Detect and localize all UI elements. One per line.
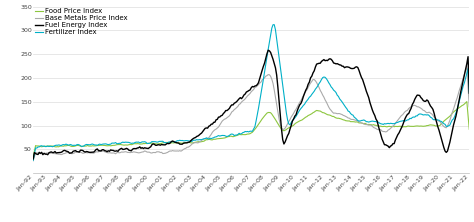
Fuel Energy Index	[43, 153, 48, 156]
Fertilizer Index	[272, 23, 277, 26]
Fertilizer Index	[304, 99, 310, 102]
Food Price Index	[30, 156, 36, 158]
Food Price Index	[303, 116, 309, 119]
Base Metals Price Index	[303, 90, 309, 93]
Base Metals Price Index	[413, 105, 419, 107]
Fuel Energy Index	[414, 94, 420, 96]
Food Price Index	[464, 100, 470, 103]
Food Price Index	[43, 145, 48, 147]
Base Metals Price Index	[293, 108, 299, 111]
Base Metals Price Index	[279, 126, 284, 129]
Line: Fuel Energy Index: Fuel Energy Index	[33, 50, 469, 159]
Fertilizer Index	[43, 145, 48, 148]
Fuel Energy Index	[294, 109, 300, 112]
Base Metals Price Index	[43, 152, 48, 155]
Line: Base Metals Price Index: Base Metals Price Index	[33, 66, 469, 161]
Base Metals Price Index	[30, 159, 36, 162]
Base Metals Price Index	[466, 105, 472, 108]
Fuel Energy Index	[280, 138, 285, 141]
Food Price Index	[413, 125, 419, 127]
Fuel Energy Index	[111, 150, 117, 152]
Fertilizer Index	[414, 115, 420, 117]
Fuel Energy Index	[466, 92, 472, 94]
Food Price Index	[466, 128, 472, 131]
Fertilizer Index	[111, 142, 117, 145]
Fertilizer Index	[30, 159, 36, 162]
Fertilizer Index	[466, 91, 472, 93]
Line: Food Price Index: Food Price Index	[33, 102, 469, 157]
Fertilizer Index	[294, 113, 300, 115]
Line: Fertilizer Index: Fertilizer Index	[33, 25, 469, 160]
Base Metals Price Index	[111, 152, 117, 155]
Fertilizer Index	[280, 84, 285, 86]
Fuel Energy Index	[304, 87, 310, 89]
Legend: Food Price Index, Base Metals Price Index, Fuel Energy Index, Fertilizer Index: Food Price Index, Base Metals Price Inde…	[33, 7, 129, 37]
Fuel Energy Index	[30, 158, 36, 160]
Fuel Energy Index	[265, 49, 271, 52]
Food Price Index	[293, 122, 299, 124]
Food Price Index	[279, 128, 284, 131]
Base Metals Price Index	[464, 65, 470, 67]
Food Price Index	[111, 144, 117, 147]
